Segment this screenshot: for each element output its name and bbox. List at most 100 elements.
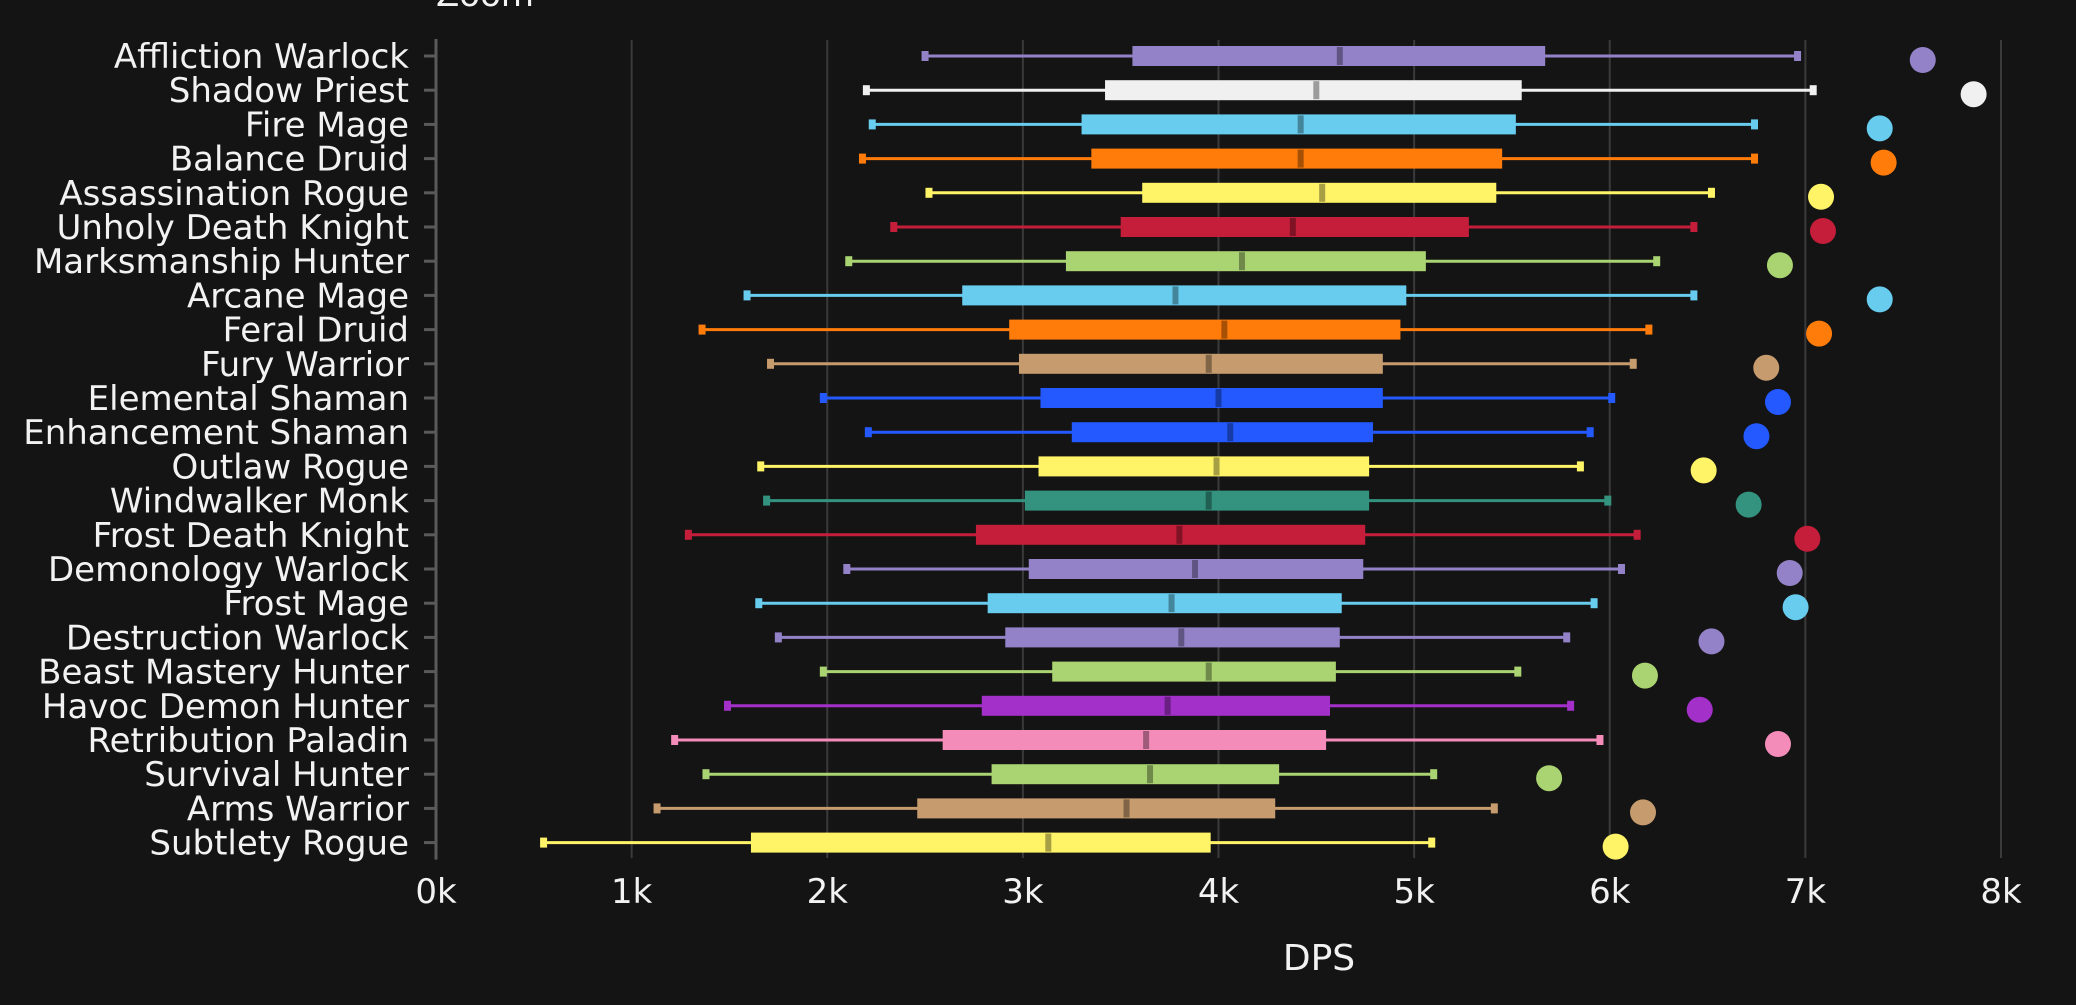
max-point	[1698, 628, 1725, 655]
x-tick-label-3k: 3k	[1002, 872, 1044, 912]
max-point	[1764, 389, 1791, 415]
max-point	[1631, 662, 1658, 689]
x-tick-label-2k: 2k	[807, 872, 849, 912]
iqr-box	[962, 285, 1407, 306]
median-marker	[1045, 833, 1052, 852]
max-point	[1602, 833, 1629, 860]
whisker-max-cap	[1629, 358, 1637, 369]
series-survival-hunter	[702, 764, 1563, 792]
x-tick-labels: 0k 1k 2k 3k 4k 5k 6k 7k 8k	[415, 872, 2022, 912]
iqr-box	[1105, 80, 1522, 101]
iqr-box	[1028, 559, 1364, 579]
series-beast-mastery-hunter	[819, 661, 1658, 689]
max-point	[1630, 799, 1657, 826]
category-label-elemental-shaman: Elemental Shaman	[88, 379, 409, 419]
whisker-min-cap	[540, 837, 548, 848]
iqr-box	[1005, 627, 1340, 648]
max-point	[1753, 354, 1780, 381]
series-havoc-demon-hunter	[723, 695, 1713, 723]
median-marker	[1336, 47, 1343, 65]
median-marker	[1172, 286, 1179, 305]
max-point	[1735, 491, 1762, 518]
median-marker	[1178, 628, 1185, 647]
series-fire-mage	[868, 114, 1893, 142]
max-point	[1808, 183, 1835, 210]
median-marker	[1213, 457, 1220, 476]
whisker-min-cap	[671, 735, 679, 745]
category-label-frost-death-knight: Frost Death Knight	[93, 516, 409, 556]
series-retribution-paladin	[671, 730, 1791, 757]
iqr-box	[1024, 490, 1370, 511]
whisker-max-cap	[1617, 564, 1625, 574]
category-label-windwalker-monk: Windwalker Monk	[110, 482, 409, 522]
series-destruction-warlock	[774, 627, 1725, 655]
whisker-min-cap	[653, 803, 661, 814]
max-point	[1743, 423, 1770, 450]
category-label-frost-mage: Frost Mage	[223, 584, 409, 624]
max-point	[1776, 560, 1803, 586]
whisker-max-cap	[1563, 632, 1571, 643]
series-assassination-rogue	[925, 182, 1835, 210]
iqr-box	[750, 832, 1211, 853]
median-marker	[1215, 389, 1222, 407]
whisker-min-cap	[868, 119, 876, 130]
median-marker	[1221, 320, 1228, 339]
max-point	[1690, 457, 1717, 484]
max-point	[1866, 115, 1893, 142]
median-marker	[1238, 252, 1245, 271]
category-label-outlaw-rogue: Outlaw Rogue	[172, 447, 410, 487]
max-point	[1686, 696, 1713, 723]
series-affliction-warlock	[921, 46, 1936, 73]
whisker-max-cap	[1428, 837, 1436, 848]
iqr-box	[1142, 182, 1497, 203]
whisker-max-cap	[1576, 461, 1584, 472]
median-marker	[1168, 594, 1175, 613]
series-windwalker-monk	[763, 490, 1762, 518]
series-fury-warrior	[767, 353, 1780, 381]
iqr-box	[975, 524, 1366, 545]
series-feral-druid	[698, 319, 1833, 347]
whisker-min-cap	[755, 598, 763, 609]
series-frost-death-knight	[684, 524, 1821, 552]
series-balance-druid	[858, 148, 1897, 176]
max-point	[1866, 286, 1893, 313]
whisker-max-cap	[1604, 495, 1612, 506]
series-arms-warrior	[653, 798, 1657, 826]
whisker-max-cap	[1690, 222, 1698, 232]
max-point	[1909, 47, 1936, 73]
iqr-box	[1120, 217, 1469, 237]
whisker-max-cap	[1690, 290, 1698, 301]
series-layer	[540, 46, 1987, 860]
category-label-assassination-rogue: Assassination Rogue	[59, 174, 409, 214]
whisker-max-cap	[1653, 256, 1661, 267]
iqr-box	[917, 798, 1276, 819]
whisker-max-cap	[1596, 735, 1604, 745]
x-tick-label-0k: 0k	[415, 872, 457, 912]
whisker-max-cap	[1751, 119, 1759, 130]
category-label-fury-warrior: Fury Warrior	[201, 345, 409, 385]
whisker-max-cap	[1794, 51, 1802, 61]
median-marker	[1289, 218, 1296, 236]
whisker-min-cap	[763, 495, 771, 506]
series-enhancement-shaman	[864, 422, 1770, 450]
whisker-min-cap	[890, 222, 898, 232]
whisker-max-cap	[1751, 153, 1759, 164]
median-marker	[1147, 765, 1154, 784]
x-tick-label-8k: 8k	[1980, 872, 2022, 912]
iqr-box	[942, 730, 1327, 750]
max-point	[1809, 218, 1836, 244]
category-label-beast-mastery-hunter: Beast Mastery Hunter	[38, 653, 409, 693]
whisker-max-cap	[1430, 769, 1438, 780]
category-label-balance-druid: Balance Druid	[170, 140, 409, 180]
median-marker	[1192, 560, 1199, 578]
whisker-min-cap	[858, 153, 866, 164]
median-marker	[1176, 525, 1183, 544]
category-label-fire-mage: Fire Mage	[245, 105, 409, 145]
x-tick-label-1k: 1k	[611, 872, 653, 912]
whisker-max-cap	[1645, 324, 1653, 335]
whisker-min-cap	[921, 51, 929, 61]
whisker-min-cap	[767, 358, 775, 369]
x-tick-label-6k: 6k	[1589, 872, 1631, 912]
